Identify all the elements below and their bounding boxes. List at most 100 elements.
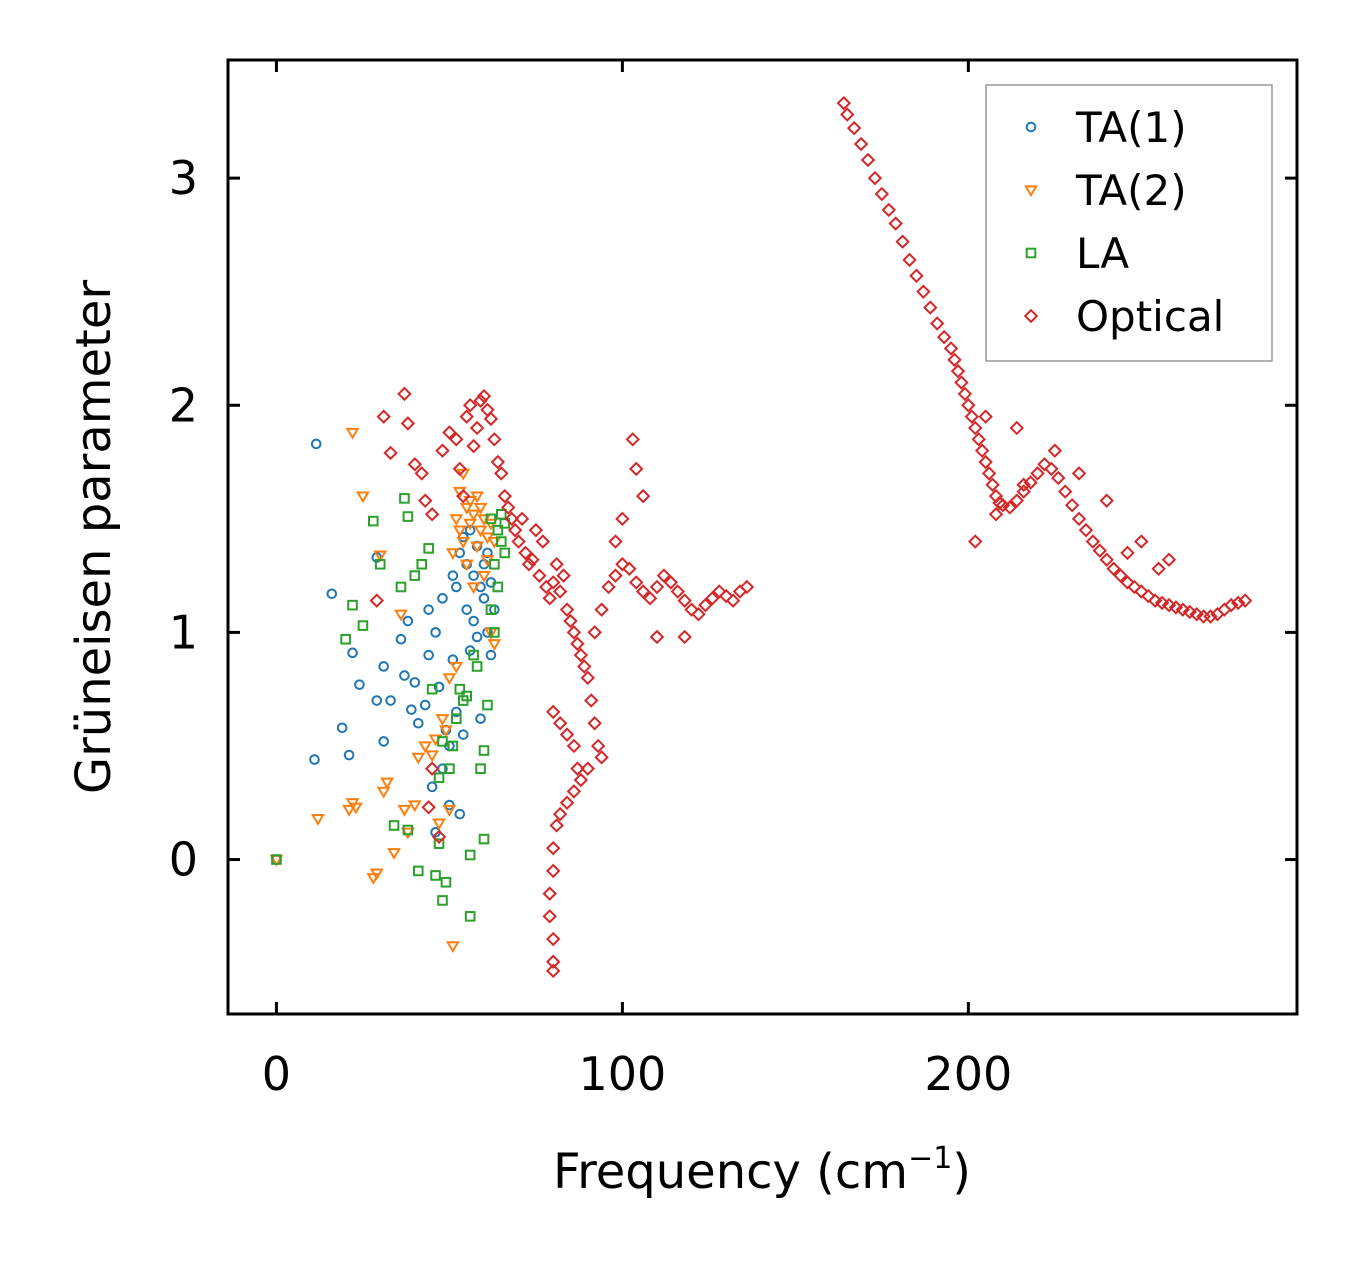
data-point-3-89 xyxy=(684,602,699,617)
data-point-1-26 xyxy=(445,548,460,561)
legend-label-1: TA(2) xyxy=(1075,166,1187,215)
data-point-1-4 xyxy=(349,802,363,815)
data-point-3-99 xyxy=(629,461,644,477)
data-point-3-105 xyxy=(836,95,852,111)
data-point-3-87 xyxy=(670,584,685,599)
data-point-3-125 xyxy=(957,386,973,402)
data-point-0-48 xyxy=(475,713,486,725)
data-point-3-131 xyxy=(978,454,993,470)
data-point-3-16 xyxy=(456,488,471,504)
data-point-3-178 xyxy=(1071,466,1087,481)
data-point-1-34 xyxy=(459,502,474,515)
data-point-3-172 xyxy=(968,534,983,549)
data-point-3-31 xyxy=(507,522,523,538)
data-point-3-83 xyxy=(642,591,658,606)
data-point-3-4 xyxy=(400,416,416,431)
data-point-0-50 xyxy=(478,593,490,604)
data-point-3-11 xyxy=(431,829,447,845)
data-point-3-17 xyxy=(459,409,474,424)
y-tick-label-1: 1 xyxy=(169,605,198,659)
data-point-3-86 xyxy=(663,575,679,590)
data-point-3-62 xyxy=(549,818,564,833)
data-point-3-149 xyxy=(1085,534,1101,549)
data-point-3-159 xyxy=(1154,595,1170,611)
data-point-3-77 xyxy=(601,579,616,595)
data-point-3-56 xyxy=(594,750,609,765)
data-point-0-44 xyxy=(468,615,479,627)
data-point-2-22 xyxy=(444,763,455,774)
data-point-3-15 xyxy=(452,461,468,477)
data-point-3-9 xyxy=(421,800,436,815)
data-point-0-16 xyxy=(406,704,417,715)
data-point-3-169 xyxy=(1224,597,1239,613)
data-point-1-18 xyxy=(418,741,433,754)
data-point-0-26 xyxy=(437,593,448,604)
data-point-3-33 xyxy=(514,511,530,527)
data-point-3-8 xyxy=(424,507,440,522)
data-point-2-27 xyxy=(461,690,473,702)
data-point-3-118 xyxy=(923,300,938,315)
data-point-0-14 xyxy=(399,670,410,681)
data-point-2-6 xyxy=(388,820,400,831)
data-point-3-170 xyxy=(1230,595,1246,611)
data-point-3-143 xyxy=(1044,461,1059,477)
data-point-3-10 xyxy=(424,761,440,776)
data-point-1-51 xyxy=(487,639,502,651)
data-point-3-38 xyxy=(532,568,547,583)
data-point-2-16 xyxy=(430,870,441,881)
data-point-3-85 xyxy=(656,568,672,583)
data-point-3-70 xyxy=(552,716,568,731)
data-point-3-144 xyxy=(1051,470,1066,486)
data-point-3-37 xyxy=(528,522,544,538)
x-axis-label: Frequency (cm−1) xyxy=(553,1141,971,1200)
data-point-0-39 xyxy=(461,604,473,615)
data-point-3-106 xyxy=(840,107,855,122)
data-point-2-32 xyxy=(475,763,486,774)
data-point-3-24 xyxy=(483,411,499,427)
data-point-3-64 xyxy=(545,863,561,879)
series-optical xyxy=(369,95,1253,979)
data-point-3-67 xyxy=(545,931,561,947)
data-point-3-25 xyxy=(487,432,502,447)
data-point-3-47 xyxy=(563,613,578,629)
x-tick-label-1: 100 xyxy=(578,1047,666,1101)
data-point-1-33 xyxy=(456,536,471,549)
data-point-1-40 xyxy=(470,491,485,504)
data-point-2-25 xyxy=(454,683,466,695)
data-point-3-88 xyxy=(677,593,692,608)
data-point-3-14 xyxy=(449,432,464,447)
data-point-3-173 xyxy=(978,409,993,424)
data-point-1-24 xyxy=(442,673,457,686)
data-point-1-41 xyxy=(470,541,485,554)
legend: TA(1) TA(2) LA Optical xyxy=(985,84,1273,362)
data-point-3-123 xyxy=(950,363,966,379)
data-point-3-46 xyxy=(559,602,575,617)
data-point-3-57 xyxy=(580,761,596,776)
data-point-3-36 xyxy=(525,552,540,567)
data-point-2-42 xyxy=(496,508,507,520)
data-point-3-161 xyxy=(1168,600,1184,615)
data-point-3-164 xyxy=(1189,607,1204,622)
data-point-2-8 xyxy=(399,493,410,504)
data-point-3-43 xyxy=(549,557,564,572)
data-point-1-31 xyxy=(452,525,467,538)
data-point-1-13 xyxy=(394,609,408,622)
series-ta-2 xyxy=(269,427,502,954)
data-point-3-152 xyxy=(1106,561,1121,577)
data-point-3-183 xyxy=(1161,552,1177,567)
data-point-3-54 xyxy=(587,716,602,731)
data-point-3-75 xyxy=(587,625,602,640)
data-point-3-18 xyxy=(462,398,478,413)
data-point-0-12 xyxy=(385,695,396,706)
legend-label-0: TA(1) xyxy=(1075,103,1187,152)
data-point-3-168 xyxy=(1217,602,1232,617)
data-point-2-31 xyxy=(471,661,483,672)
legend-label-3: Optical xyxy=(1076,292,1224,341)
data-point-3-133 xyxy=(985,477,1000,492)
data-point-3-150 xyxy=(1092,543,1108,558)
data-point-3-171 xyxy=(1237,593,1253,608)
data-point-3-5 xyxy=(407,457,423,472)
data-point-3-3 xyxy=(397,386,412,402)
data-point-1-23 xyxy=(439,725,453,738)
data-point-0-1 xyxy=(310,438,322,450)
